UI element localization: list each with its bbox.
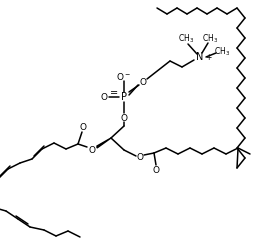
Text: O: O <box>120 114 127 123</box>
Text: CH$_3$: CH$_3$ <box>214 46 230 58</box>
Text: O$^-$: O$^-$ <box>117 70 132 82</box>
Text: CH$_3$: CH$_3$ <box>202 33 218 45</box>
Text: O: O <box>88 145 96 155</box>
Text: N: N <box>196 52 204 62</box>
Text: CH$_3$: CH$_3$ <box>178 33 194 45</box>
Text: P: P <box>121 92 127 102</box>
Text: O: O <box>100 92 108 102</box>
Text: O: O <box>79 123 87 131</box>
Text: O: O <box>153 165 159 174</box>
Text: =: = <box>110 88 118 98</box>
Text: O: O <box>136 152 144 162</box>
Text: O: O <box>140 78 147 86</box>
Polygon shape <box>97 138 111 148</box>
Text: +: + <box>205 53 211 62</box>
